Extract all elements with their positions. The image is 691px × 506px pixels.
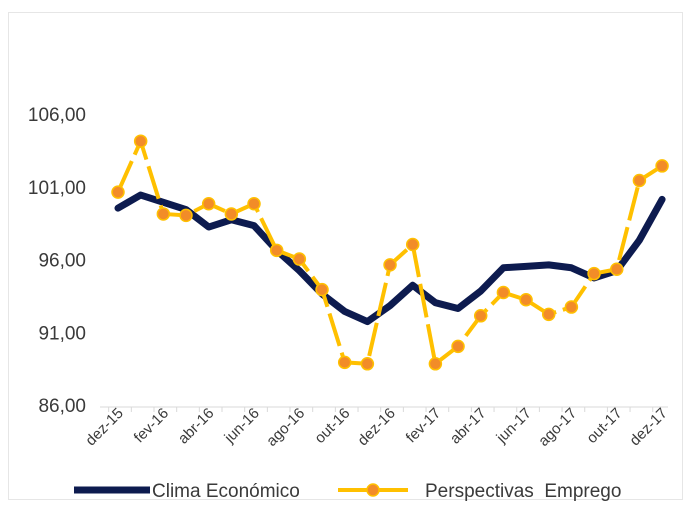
data-point-perspectivas-emprego xyxy=(201,197,216,211)
x-tick-label: ago-16 xyxy=(263,405,308,450)
data-point-perspectivas-emprego xyxy=(383,258,397,272)
x-tick-label: fev-16 xyxy=(131,405,173,447)
series-line-perspectivas-emprego xyxy=(116,139,664,366)
chart-frame xyxy=(8,12,683,500)
y-tick-label: 86,00 xyxy=(38,396,86,417)
data-point-perspectivas-emprego xyxy=(587,266,601,281)
legend-marker-perspectivas-emprego xyxy=(366,483,380,497)
data-point-perspectivas-emprego xyxy=(519,293,533,307)
data-point-perspectivas-emprego xyxy=(564,300,579,314)
data-point-perspectivas-emprego xyxy=(473,309,488,323)
x-tick-label: abr-17 xyxy=(447,405,490,448)
data-point-perspectivas-emprego xyxy=(496,285,511,300)
data-point-perspectivas-emprego xyxy=(247,197,261,211)
data-point-perspectivas-emprego xyxy=(133,134,148,148)
data-point-perspectivas-emprego xyxy=(179,208,193,223)
data-point-perspectivas-emprego xyxy=(655,159,669,173)
legend-label-perspectivas-emprego: Perspectivas Emprego xyxy=(425,481,621,502)
x-tick-label: fev-17 xyxy=(403,405,445,447)
x-tick-label: dez-17 xyxy=(626,405,670,449)
y-tick-label: 101,00 xyxy=(28,178,86,199)
x-tick-label: dez-16 xyxy=(354,405,398,449)
x-tick-label: jun-16 xyxy=(221,405,263,447)
y-tick-label: 91,00 xyxy=(38,323,86,344)
x-tick-label: ago-17 xyxy=(535,405,580,450)
data-point-perspectivas-emprego xyxy=(451,339,465,354)
series-line-clima-economico xyxy=(114,191,666,326)
data-point-perspectivas-emprego xyxy=(632,173,647,188)
y-tick-label: 106,00 xyxy=(28,105,86,126)
data-point-perspectivas-emprego xyxy=(111,185,125,199)
data-point-perspectivas-emprego xyxy=(405,237,420,252)
x-tick-label: out-16 xyxy=(311,405,353,447)
data-point-perspectivas-emprego xyxy=(360,357,375,371)
data-point-perspectivas-emprego xyxy=(224,207,239,221)
x-tick-label: jun-17 xyxy=(493,405,535,447)
data-point-perspectivas-emprego xyxy=(609,262,624,276)
x-tick-label: out-17 xyxy=(583,405,625,447)
data-point-perspectivas-emprego xyxy=(269,243,284,258)
data-point-perspectivas-emprego xyxy=(315,282,329,297)
data-point-perspectivas-emprego xyxy=(541,307,556,322)
data-point-perspectivas-emprego xyxy=(428,357,443,371)
x-tick-label: dez-15 xyxy=(82,405,126,449)
x-tick-label: abr-16 xyxy=(175,405,218,448)
legend-label-clima-economico: Clima Económico xyxy=(152,481,300,502)
data-point-perspectivas-emprego xyxy=(156,207,171,221)
data-point-perspectivas-emprego xyxy=(292,252,307,266)
y-tick-label: 96,00 xyxy=(38,251,86,272)
data-point-perspectivas-emprego xyxy=(337,355,352,370)
